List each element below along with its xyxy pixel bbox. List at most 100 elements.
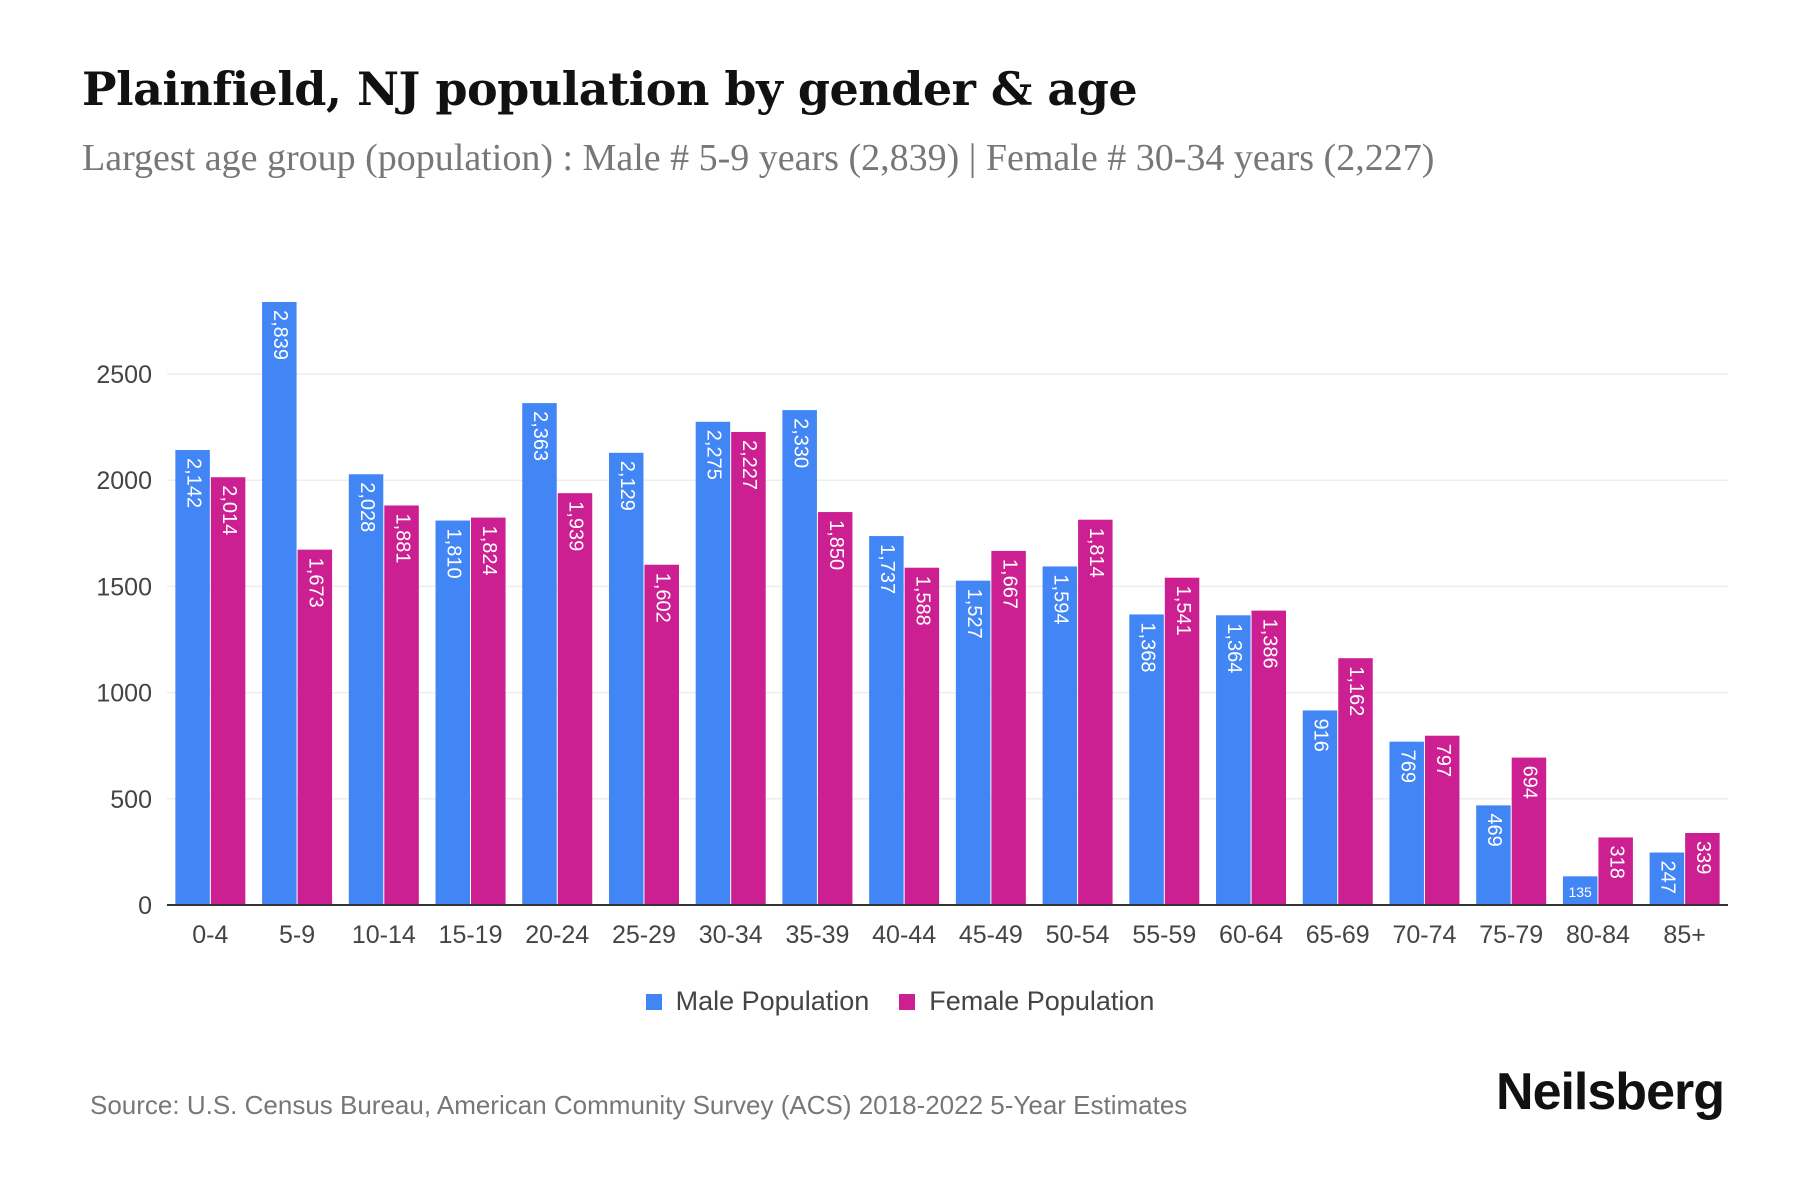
data-label: 797 xyxy=(1432,744,1454,777)
bar-male xyxy=(1302,710,1338,905)
y-tick-label: 1500 xyxy=(96,573,152,601)
bar-female xyxy=(1078,519,1113,905)
x-tick-label: 10-14 xyxy=(352,921,416,949)
bar-female xyxy=(1598,837,1633,905)
bar-male xyxy=(1129,614,1164,905)
data-label: 1,939 xyxy=(565,501,587,551)
data-label: 1,673 xyxy=(305,558,327,608)
data-label: 2,129 xyxy=(616,461,638,511)
bar-female xyxy=(817,512,853,905)
y-tick-label: 500 xyxy=(110,786,152,814)
bar-male xyxy=(955,580,991,905)
data-label: 2,275 xyxy=(703,430,725,480)
y-tick-label: 0 xyxy=(138,892,152,920)
bar-male xyxy=(1042,566,1078,905)
bar-male xyxy=(435,520,471,905)
bar-male xyxy=(1389,741,1424,905)
data-label: 1,737 xyxy=(876,544,898,594)
x-tick-label: 40-44 xyxy=(872,921,936,949)
bar-female xyxy=(297,549,333,905)
x-tick-label: 70-74 xyxy=(1392,921,1456,949)
bar-male xyxy=(1216,615,1251,905)
bar-male xyxy=(348,474,384,905)
data-label: 1,594 xyxy=(1050,574,1072,624)
x-tick-label: 50-54 xyxy=(1046,921,1110,949)
source-note: Source: U.S. Census Bureau, American Com… xyxy=(90,1090,1188,1120)
x-tick-label: 15-19 xyxy=(439,921,503,949)
bar-male xyxy=(522,403,557,905)
bar-male xyxy=(1562,876,1598,905)
legend-label-male: Male Population xyxy=(675,986,870,1016)
y-tick-label: 2500 xyxy=(96,361,152,389)
legend: Male Population Female Population xyxy=(0,986,1800,1017)
bar-female xyxy=(1251,610,1287,905)
bar-female xyxy=(644,564,679,905)
data-label: 2,227 xyxy=(738,440,760,490)
bar-female xyxy=(1685,832,1720,905)
data-label: 694 xyxy=(1519,766,1541,799)
x-tick-label: 25-29 xyxy=(612,921,676,949)
bar-female xyxy=(1164,577,1200,905)
bar-female xyxy=(557,493,593,905)
x-tick-label: 55-59 xyxy=(1132,921,1196,949)
legend-item-male: Male Population xyxy=(645,986,870,1017)
x-tick-label: 0-4 xyxy=(192,921,228,949)
x-tick-label: 60-64 xyxy=(1219,921,1283,949)
x-tick-label: 65-69 xyxy=(1306,921,1370,949)
bar-female xyxy=(1511,757,1547,905)
data-label: 1,162 xyxy=(1345,666,1367,716)
chart-title: Plainfield, NJ population by gender & ag… xyxy=(82,62,1138,116)
data-label: 1,541 xyxy=(1172,586,1194,636)
data-label: 1,810 xyxy=(442,529,464,579)
data-label: 318 xyxy=(1605,845,1627,878)
data-label: 2,028 xyxy=(356,482,378,532)
bar-female xyxy=(1338,658,1373,905)
bar-female xyxy=(210,477,246,905)
bar-male xyxy=(695,421,731,905)
legend-swatch-male xyxy=(645,993,662,1010)
bar-female xyxy=(904,567,940,905)
neilsberg-logo: Neilsberg xyxy=(1496,1063,1725,1121)
bar-female xyxy=(731,431,766,905)
legend-swatch-female xyxy=(899,993,916,1010)
bar-male xyxy=(782,410,817,905)
x-tick-label: 20-24 xyxy=(525,921,589,949)
bar-male xyxy=(175,450,210,905)
y-tick-label: 1000 xyxy=(96,680,152,708)
bar-male xyxy=(1649,852,1685,905)
data-label: 2,142 xyxy=(182,458,204,508)
data-label: 2,839 xyxy=(269,310,291,360)
bar-female xyxy=(471,517,506,905)
data-label: 339 xyxy=(1692,841,1714,874)
x-tick-label: 45-49 xyxy=(959,921,1023,949)
data-label: 2,330 xyxy=(789,418,811,468)
data-label: 769 xyxy=(1396,750,1418,783)
x-tick-label: 80-84 xyxy=(1566,921,1630,949)
y-tick-label: 2000 xyxy=(96,467,152,495)
data-label: 2,014 xyxy=(218,485,240,535)
bar-female xyxy=(991,550,1026,905)
bar-female xyxy=(384,505,419,905)
data-label: 1,667 xyxy=(998,559,1020,609)
data-label: 1,364 xyxy=(1223,623,1245,673)
data-label: 1,824 xyxy=(478,526,500,576)
bar-male xyxy=(262,301,297,905)
bar-male xyxy=(1476,805,1511,905)
legend-label-female: Female Population xyxy=(929,986,1155,1016)
data-label: 469 xyxy=(1483,813,1505,846)
x-tick-label: 30-34 xyxy=(699,921,763,949)
data-label: 2,363 xyxy=(529,411,551,461)
data-label: 1,602 xyxy=(651,573,673,623)
data-label: 1,588 xyxy=(912,576,934,626)
data-label: 1,368 xyxy=(1136,622,1158,672)
x-tick-label: 5-9 xyxy=(279,921,315,949)
legend-item-female: Female Population xyxy=(899,986,1154,1017)
data-label: 135 xyxy=(1568,884,1592,900)
data-label: 247 xyxy=(1657,861,1679,894)
bar-male xyxy=(608,452,644,905)
data-label: 1,814 xyxy=(1085,528,1107,578)
bar-female xyxy=(1424,735,1460,905)
x-tick-label: 75-79 xyxy=(1479,921,1543,949)
data-label: 1,386 xyxy=(1258,619,1280,669)
x-tick-label: 35-39 xyxy=(785,921,849,949)
